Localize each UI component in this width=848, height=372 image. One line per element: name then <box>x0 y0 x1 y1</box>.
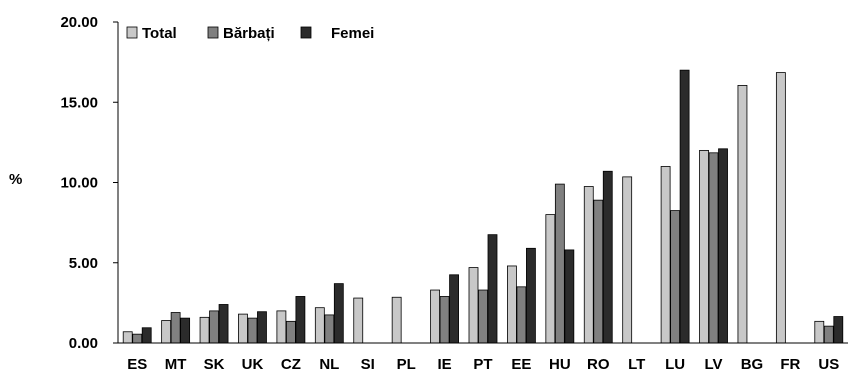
bar-ro-total <box>583 186 594 344</box>
bar-lv-femei <box>718 148 728 344</box>
bar-lu-femei <box>679 69 690 344</box>
bar-sk-barbati <box>209 310 219 344</box>
x-tick-label: FR <box>780 356 800 372</box>
bar-uk-total <box>238 313 248 344</box>
bar-ee-femei <box>526 247 536 344</box>
bar-mt-barbati <box>170 312 181 344</box>
bar-mt-femei <box>180 317 191 344</box>
bar-ie-total <box>430 289 440 344</box>
y-tick-label: 15.00 <box>60 94 98 111</box>
y-tick-label: 5.00 <box>69 255 98 272</box>
bar-lt-total <box>622 176 633 344</box>
bar-nl-total <box>314 307 325 344</box>
bar-mt-total <box>161 320 172 344</box>
x-tick-label: MT <box>165 356 187 372</box>
legend: Total Bărbați Femei <box>126 25 374 42</box>
x-tick-label: NL <box>319 356 339 372</box>
bar-pl-total <box>391 296 402 344</box>
x-tick-label: BG <box>741 356 764 372</box>
x-tick-label: US <box>818 356 839 372</box>
x-tick-label: CZ <box>281 356 301 372</box>
x-tick-label: IE <box>437 356 451 372</box>
legend-label: Total <box>142 25 177 42</box>
bar-pt-total <box>468 267 479 344</box>
bar-lu-total <box>660 166 671 344</box>
bar-hu-femei <box>564 249 575 344</box>
legend-label: Femei <box>331 25 374 42</box>
legend-swatch <box>300 26 312 39</box>
bar-nl-barbati <box>324 314 335 344</box>
x-tick-label: UK <box>242 356 264 372</box>
bar-lv-barbati <box>708 152 719 344</box>
x-tick-label: EE <box>511 356 531 372</box>
plot-area <box>122 69 844 344</box>
x-axis: ES MT SK UK CZ NL SI PL IE PT EE HU RO LT LU LV BG FR US <box>127 356 839 372</box>
bar-ee-total <box>507 265 517 344</box>
x-tick-label: SI <box>361 356 375 372</box>
x-tick-label: PL <box>397 356 416 372</box>
bar-pt-femei <box>487 234 498 344</box>
bar-ro-femei <box>602 170 613 344</box>
bar-sk-femei <box>218 304 229 344</box>
bar-si-total <box>353 297 364 344</box>
bar-ro-barbati <box>593 199 604 344</box>
y-axis-label: % <box>9 171 22 188</box>
bar-es-total <box>122 331 133 344</box>
bar-es-barbati <box>132 333 143 344</box>
bar-hu-total <box>545 214 556 344</box>
bar-cz-barbati <box>285 320 296 344</box>
y-tick-label: 0.00 <box>69 335 98 352</box>
y-tick-label: 20.00 <box>60 14 98 31</box>
x-tick-label: ES <box>127 356 147 372</box>
bar-us-barbati <box>823 325 834 344</box>
x-tick-label: PT <box>473 356 492 372</box>
bar-ie-barbati <box>439 296 450 344</box>
x-tick-label: RO <box>587 356 610 372</box>
bar-ie-femei <box>449 274 459 344</box>
bar-bg-total <box>737 84 748 344</box>
legend-swatch <box>126 26 138 39</box>
bar-cz-femei <box>295 296 306 344</box>
x-tick-label: HU <box>549 356 571 372</box>
bar-us-total <box>814 320 825 344</box>
bar-nl-femei <box>333 283 344 344</box>
bar-uk-barbati <box>247 317 258 344</box>
legend-swatch <box>207 26 219 39</box>
bar-hu-barbati <box>554 183 565 344</box>
x-tick-label: LV <box>704 356 722 372</box>
x-tick-label: LT <box>628 356 645 372</box>
legend-label: Bărbați <box>223 25 275 42</box>
bar-us-femei <box>833 316 844 344</box>
bar-lv-total <box>699 149 709 344</box>
bar-fr-total <box>775 72 786 344</box>
bar-pt-barbati <box>478 289 488 344</box>
bar-uk-femei <box>257 311 267 344</box>
bar-es-femei <box>141 327 152 344</box>
bar-lu-barbati <box>670 210 681 344</box>
bar-ee-barbati <box>516 286 527 344</box>
y-tick-label: 10.00 <box>60 175 98 192</box>
x-tick-label: SK <box>204 356 225 372</box>
y-axis: 0.00 5.00 10.00 15.00 20.00 <box>60 14 119 352</box>
x-tick-label: LU <box>665 356 685 372</box>
bar-sk-total <box>199 316 210 344</box>
bar-cz-total <box>276 310 287 344</box>
